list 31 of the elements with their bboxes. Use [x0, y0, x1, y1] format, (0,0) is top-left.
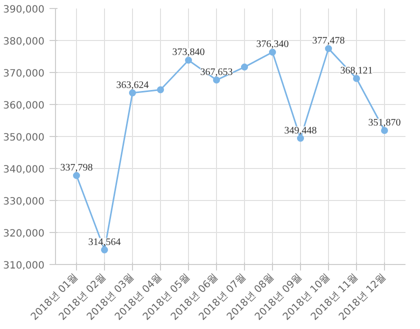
point: [269, 48, 276, 56]
point: [297, 134, 304, 142]
y-tick-label: 340,000: [3, 164, 45, 176]
point: [73, 172, 80, 180]
point: [157, 86, 164, 94]
point: [129, 89, 136, 96]
point: [101, 246, 108, 254]
y-tick-label: 320,000: [3, 228, 45, 240]
data-label: 314,564: [88, 236, 121, 248]
y-tick-label: 380,000: [3, 36, 45, 48]
point: [325, 45, 332, 52]
y-tick-label: 360,000: [3, 100, 45, 112]
data-label: 363,624: [116, 80, 149, 91]
point: [241, 64, 248, 71]
y-tick-label: 330,000: [3, 196, 45, 208]
data-label: 351,870: [368, 118, 401, 129]
point: [185, 56, 192, 64]
y-tick-label: 370,000: [3, 68, 45, 80]
point: [381, 127, 388, 134]
data-label: 377,478: [312, 36, 345, 47]
point: [353, 75, 360, 82]
data-label: 373,840: [172, 47, 205, 58]
y-tick-label: 310,000: [3, 260, 45, 272]
data-label: 376,340: [256, 39, 289, 50]
y-tick-label: 350,000: [3, 132, 45, 144]
data-label: 349,448: [284, 125, 317, 136]
data-label: 337,798: [60, 162, 93, 174]
y-tick-label: 390,000: [3, 4, 45, 16]
data-label: 368,121: [340, 66, 373, 77]
point: [213, 76, 220, 84]
data-label: 367,653: [200, 67, 233, 78]
